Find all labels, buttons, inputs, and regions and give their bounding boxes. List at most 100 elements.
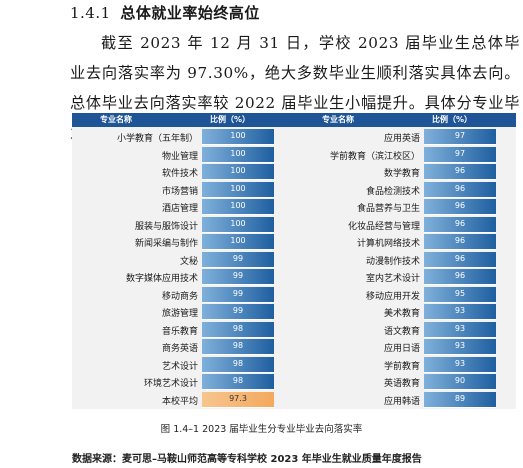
rate-value: 100: [230, 183, 246, 193]
table-row: 学前教育 93: [294, 355, 516, 373]
rate-value: 99: [232, 306, 244, 315]
header-major-name: 专业名称: [322, 115, 354, 124]
rate-value: 99: [232, 288, 244, 298]
rate-value: 100: [230, 218, 246, 228]
table-row: 商务英语 98: [72, 338, 294, 355]
value-cell: 100: [202, 146, 274, 163]
rate-value: 98: [232, 358, 244, 368]
rate-value: 93: [454, 358, 466, 368]
table-right-column: 专业名称 比例（%） 应用英语 97 学前教育（滨江校区） 97 数学教育 96 食品检测技…: [294, 113, 516, 409]
major-name: 物业管理: [161, 151, 198, 162]
major-name: 食品营养与卫生: [356, 204, 420, 214]
rate-value: 97: [454, 131, 466, 140]
rate-value: 93: [454, 323, 466, 333]
major-name: 室内艺术设计: [365, 274, 420, 284]
value-cell: 98: [202, 339, 274, 355]
major-name: 艺术设计: [161, 361, 198, 372]
value-cell: 97: [424, 129, 496, 145]
table-row: 计算机网络技术 96: [294, 233, 516, 250]
major-name: 数字媒体应用技术: [125, 274, 198, 284]
major-name: 学前教育: [383, 361, 420, 372]
rate-value: 97: [454, 148, 466, 158]
rate-value: 96: [454, 236, 466, 245]
value-cell: 96: [424, 199, 496, 215]
major-name: 数学教育: [383, 169, 420, 179]
major-name: 化妆品经营与管理: [347, 221, 420, 232]
value-cell: 97: [424, 146, 496, 163]
value-cell: 93: [424, 321, 496, 338]
major-name: 新闻采编与制作: [134, 239, 198, 249]
rate-value: 98: [232, 341, 244, 350]
major-rate-table: 专业名称 比例（%） 小学教育（五年制） 100 物业管理 100 软件技术 100 市场营…: [72, 113, 516, 409]
table-row: 市场营销 100: [72, 180, 294, 198]
table-row: 旅游管理 99: [72, 303, 294, 320]
major-name: 计算机网络技术: [356, 239, 420, 249]
table-row: 美术教育 93: [294, 303, 516, 320]
value-cell: 99: [202, 251, 274, 268]
table-row: 食品营养与卫生 96: [294, 198, 516, 215]
table-row: 数学教育 96: [294, 163, 516, 180]
table-row: 移动商务 99: [72, 285, 294, 303]
value-cell: 100: [202, 216, 274, 233]
table-header: 专业名称 比例（%）: [72, 113, 294, 127]
major-name: 英语教育: [383, 379, 420, 389]
header-ratio: 比例（%）: [210, 115, 251, 124]
major-name: 音乐教育: [161, 326, 198, 337]
header-ratio: 比例（%）: [432, 115, 473, 124]
rate-value: 100: [230, 131, 246, 140]
value-cell: 96: [424, 216, 496, 233]
value-cell: 96: [424, 181, 496, 198]
value-cell: 100: [202, 199, 274, 215]
table-row: 化妆品经营与管理 96: [294, 215, 516, 233]
table-row: 应用韩语 89: [294, 390, 516, 408]
value-cell: 100: [202, 129, 274, 145]
table-row: 食品检测技术 96: [294, 180, 516, 198]
section-heading: 1.4.1 总体就业率始终高位: [70, 2, 260, 23]
value-cell: 93: [424, 339, 496, 355]
major-name: 文秘: [179, 256, 198, 267]
table-row: 环境艺术设计 98: [72, 373, 294, 390]
data-source: 数据来源：麦可思–马鞍山师范高等专科学校 2023 年毕业生就业质量年度报告: [72, 454, 422, 465]
major-name: 软件技术: [161, 169, 198, 179]
value-cell: 99: [202, 304, 274, 320]
major-name: 本校平均: [161, 396, 198, 407]
table-row: 服装与服饰设计 100: [72, 215, 294, 233]
major-name: 应用英语: [383, 134, 420, 144]
header-major-name: 专业名称: [100, 115, 132, 124]
rate-value: 96: [454, 166, 466, 175]
value-cell: 100: [202, 164, 274, 180]
major-name: 环境艺术设计: [143, 379, 198, 389]
rate-value: 97.3: [229, 393, 247, 403]
table-row: 数字媒体应用技术 99: [72, 268, 294, 285]
value-cell: 96: [424, 234, 496, 250]
rate-value: 100: [230, 166, 246, 175]
table-row: 本校平均 97.3: [72, 390, 294, 408]
rate-value: 93: [454, 306, 466, 315]
major-name: 应用韩语: [383, 396, 420, 407]
table-row: 移动应用开发 95: [294, 285, 516, 303]
table-row: 物业管理 100: [72, 145, 294, 163]
value-cell: 95: [424, 286, 496, 303]
rate-value: 96: [454, 271, 466, 280]
average-value-cell: 97.3: [202, 391, 274, 408]
rate-value: 93: [454, 341, 466, 350]
rate-value: 100: [230, 148, 246, 158]
value-cell: 99: [202, 286, 274, 303]
rate-value: 99: [232, 253, 244, 263]
table-row: 酒店管理 100: [72, 198, 294, 215]
rate-value: 100: [230, 236, 246, 245]
table-row: 文秘 99: [72, 250, 294, 268]
rate-value: 89: [454, 393, 466, 403]
major-name: 语文教育: [383, 326, 420, 337]
major-name: 动漫制作技术: [365, 256, 420, 267]
major-name: 服装与服饰设计: [134, 221, 198, 232]
value-cell: 99: [202, 269, 274, 285]
table-row: 艺术设计 98: [72, 355, 294, 373]
table-row: 室内艺术设计 96: [294, 268, 516, 285]
value-cell: 98: [202, 374, 274, 390]
major-name: 酒店管理: [161, 204, 198, 214]
value-cell: 93: [424, 304, 496, 320]
rate-value: 100: [230, 201, 246, 210]
section-number: 1.4.1: [70, 4, 111, 22]
rate-value: 96: [454, 218, 466, 228]
